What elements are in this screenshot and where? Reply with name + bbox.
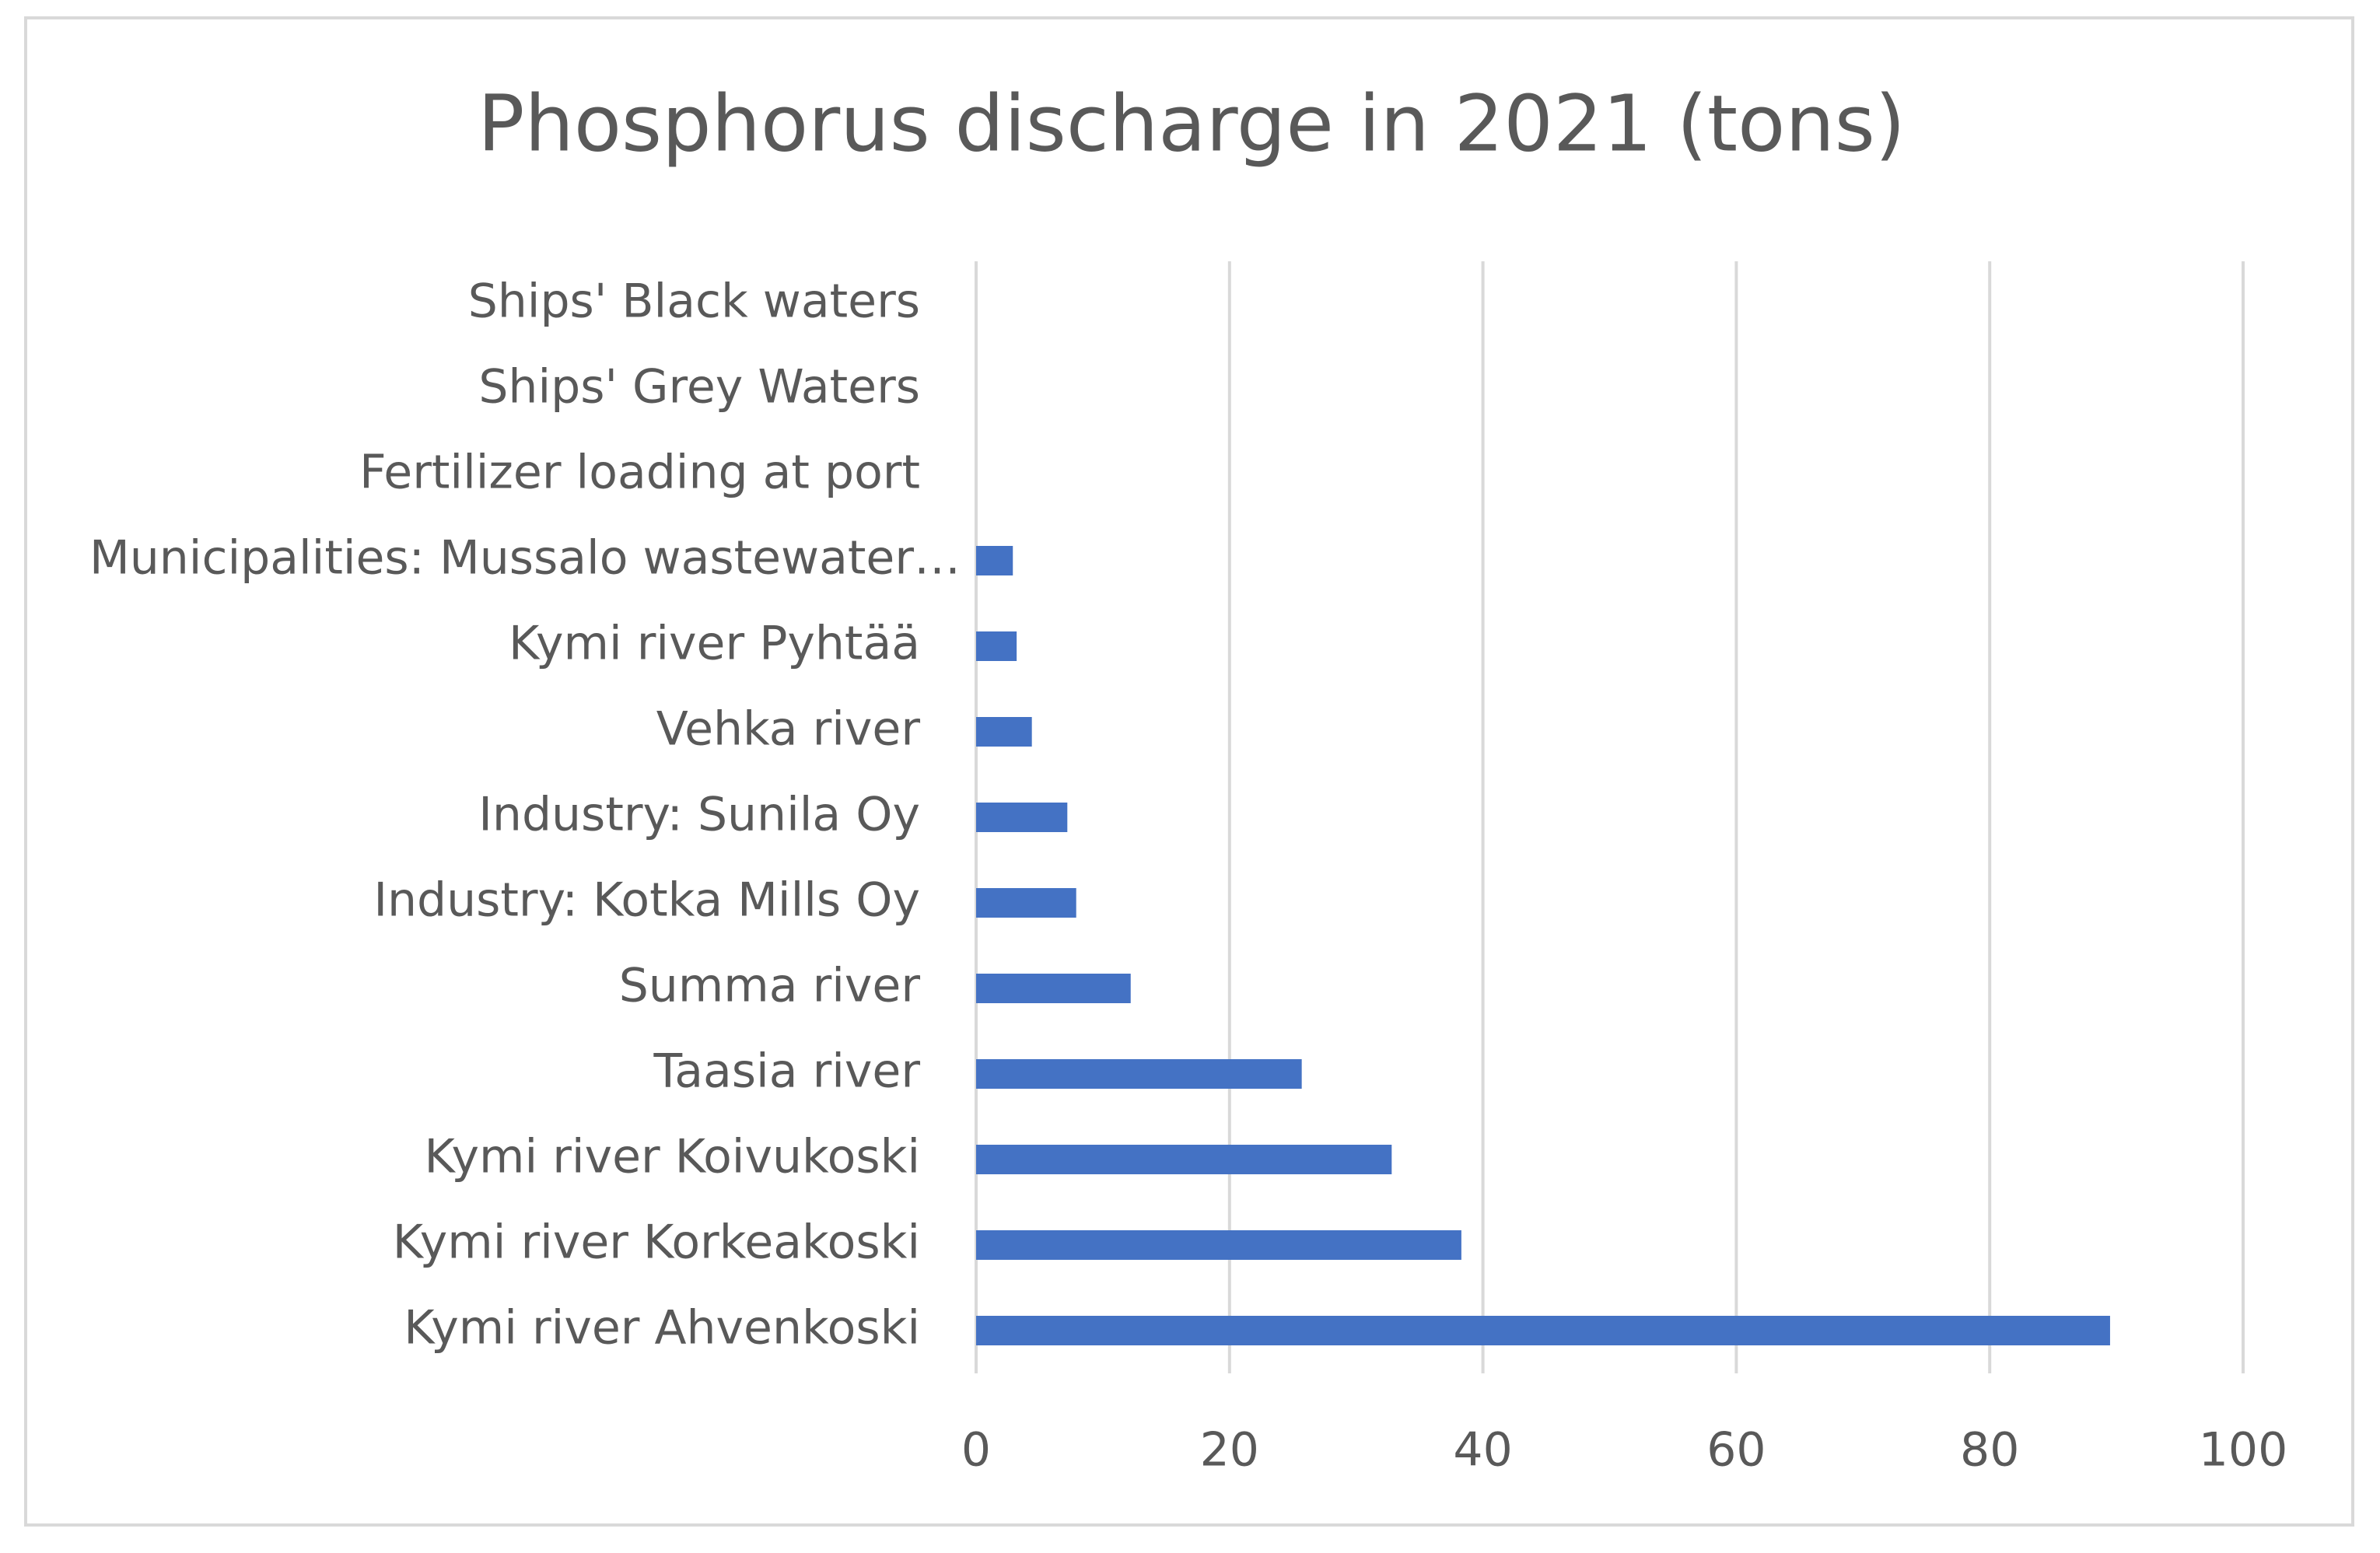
x-tick-label: 0 — [961, 1423, 991, 1478]
bar — [976, 631, 1017, 661]
x-tick-label: 80 — [1960, 1423, 2019, 1478]
y-tick-label: Industry: Kotka Mills Oy — [373, 873, 920, 928]
y-tick-label: Ships' Grey Waters — [478, 360, 920, 414]
chart-title: Phosphorus discharge in 2021 (tons) — [478, 78, 1906, 169]
y-tick-label: Ships' Black waters — [468, 275, 920, 329]
x-tick-label: 100 — [2199, 1423, 2288, 1478]
y-tick-label: Taasia river — [653, 1044, 921, 1099]
x-tick-label: 40 — [1453, 1423, 1512, 1478]
bar — [976, 803, 1068, 832]
y-tick-label: Summa river — [619, 959, 921, 1013]
y-tick-label: Municipalities: Mussalo wastewater… — [89, 531, 961, 586]
bar — [976, 1145, 1392, 1174]
x-tick-label: 20 — [1200, 1423, 1259, 1478]
y-tick-label: Kymi river Ahvenkoski — [404, 1301, 920, 1355]
y-tick-label: Fertilizer loading at port — [359, 446, 920, 500]
y-tick-label: Kymi river Koivukoski — [425, 1130, 920, 1184]
bar — [976, 974, 1131, 1003]
y-tick-label: Industry: Sunila Oy — [478, 788, 920, 842]
bar — [976, 717, 1032, 747]
x-tick-label: 60 — [1706, 1423, 1766, 1478]
bar — [976, 546, 1013, 575]
y-tick-label: Kymi river Korkeakoski — [393, 1215, 920, 1270]
chart-border — [24, 16, 2354, 1527]
bar — [976, 1059, 1302, 1089]
bar — [976, 1316, 2110, 1345]
bar — [976, 1230, 1461, 1260]
bar — [976, 888, 1076, 918]
y-tick-label: Kymi river Pyhtää — [509, 617, 920, 671]
y-tick-label: Vehka river — [656, 702, 921, 757]
